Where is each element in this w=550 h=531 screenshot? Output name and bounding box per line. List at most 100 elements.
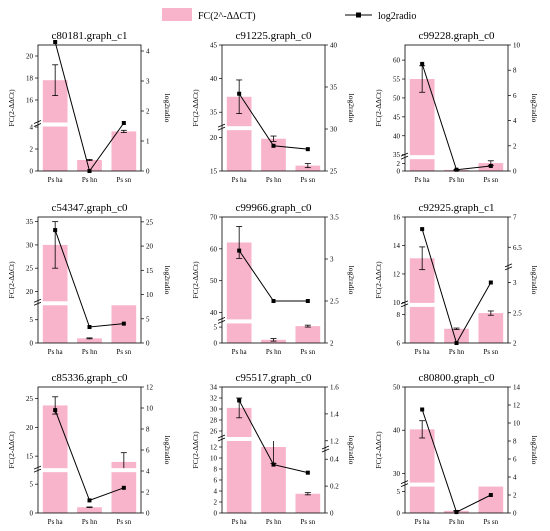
x-tick-label-3: Ps sn [117, 518, 132, 526]
log2-point-2 [271, 299, 276, 303]
plot-frame [37, 44, 142, 172]
y-axis-label: FC(2-ΔΔCt) [7, 89, 16, 127]
y-tick-label-1: 0 [214, 340, 218, 348]
y-break-mark-2 [217, 434, 226, 439]
chart-panel-8: 0 2 4 6 8 10 12 26 28 30 32 34 0 0.2 0.4 1.2 1.4 1.6 Ps ha… [191, 372, 356, 526]
y-break-mark-1 [400, 155, 409, 160]
y-axis-label: FC(2-ΔΔCt) [374, 261, 383, 299]
bar-3 [111, 131, 137, 171]
y2-tick-label-2: 1 [146, 138, 150, 146]
x-tick-label-2: Ps hn [449, 176, 465, 184]
y2-tick-label-2: 0.2 [330, 483, 339, 491]
y2-tick-label-2: 30 [330, 126, 338, 134]
y-axis-label: FC(2-ΔΔCt) [374, 89, 383, 127]
x-tick-label-1: Ps ha [415, 348, 431, 356]
break-band [406, 155, 507, 160]
bar-3 [478, 313, 504, 343]
log2-point-3 [305, 299, 310, 303]
y-tick-label-8: 26 [210, 428, 218, 436]
y-tick-label-5: 45 [210, 42, 218, 50]
y-tick-label-2: 5 [214, 324, 218, 332]
y2-tick-label-2: 2 [146, 489, 150, 497]
log2-point-1 [53, 408, 58, 413]
y-tick-label-7: 55 [393, 76, 401, 84]
log2-point-1 [420, 407, 425, 412]
x-tick-label-1: Ps ha [232, 518, 248, 526]
bar-3 [295, 493, 321, 513]
y2-tick-label-5: 1.4 [330, 410, 339, 418]
chart-panel-4: 0 5 20 25 30 35 0 5 10 15 20 25 Ps ha Ps hn Ps sn c5434… [7, 202, 172, 356]
y-tick-label-5: 8 [214, 466, 218, 474]
y2-tick-label-6: 10 [513, 42, 521, 50]
y-tick-label-3: 35 [393, 151, 401, 159]
y-break-mark-2 [217, 317, 226, 321]
chart-panel-2: 15 20 35 40 45 25 30 35 40 Ps ha Ps hn Ps sn c91225.… [191, 30, 356, 184]
log2-point-3 [488, 280, 493, 285]
chart-title: c80181.graph_c1 [51, 30, 127, 42]
bar-2 [77, 160, 102, 171]
y-tick-label-2: 5 [30, 481, 34, 489]
bar-3 [295, 165, 321, 171]
y2-axis-label: log2radio [347, 266, 356, 295]
y2-tick-label-1: 0 [146, 168, 150, 176]
x-tick-label-2: Ps hn [266, 348, 282, 356]
y2-axis-label: log2radio [163, 266, 172, 295]
x-tick-label-2: Ps hn [82, 518, 98, 526]
y2-tick-label-4: 6 [513, 456, 517, 464]
y-tick-label-6: 20 [26, 53, 34, 61]
x-tick-label-2: Ps hn [449, 518, 465, 526]
y-tick-label-5: 18 [26, 75, 34, 83]
bar-1 [409, 258, 435, 343]
legend: FC(2^-ΔΔCT) log2radio [162, 8, 416, 22]
y2-tick-label-2: 2.5 [513, 309, 522, 317]
bar-2 [444, 328, 469, 343]
y-tick-label-2: 5 [30, 316, 34, 324]
y-tick-label-1: 0 [30, 168, 34, 176]
y-tick-label-5: 25 [26, 395, 34, 403]
plot-frame [221, 44, 326, 172]
y2-tick-label-1: 0 [146, 340, 150, 348]
bar-2 [77, 507, 102, 513]
y2-tick-label-3: 4 [146, 468, 150, 476]
y-tick-label-4: 12 [393, 270, 401, 278]
y2-tick-label-1: 25 [330, 168, 338, 176]
y-tick-label-1: 0 [214, 510, 218, 518]
y-tick-label-4: 16 [26, 97, 34, 105]
y-tick-label-2: 2 [214, 499, 218, 507]
x-tick-label-3: Ps sn [117, 348, 132, 356]
y-tick-label-1: 0 [397, 168, 401, 176]
plot-frame [404, 386, 509, 514]
y-tick-label-2: 8 [397, 311, 401, 319]
y2-tick-label-1: 0 [330, 510, 334, 518]
y2-tick-label-7: 12 [513, 402, 521, 410]
y2-tick-label-5: 8 [146, 426, 150, 434]
y-tick-label-6: 35 [26, 218, 34, 226]
y2-tick-label-4: 3.5 [330, 214, 339, 222]
y-tick-label-5: 14 [393, 242, 401, 250]
y2-tick-label-4: 3 [146, 78, 150, 86]
plot-frame [221, 386, 326, 514]
break-band [39, 122, 140, 127]
y-tick-label-2: 5 [397, 488, 401, 496]
y2-tick-label-6: 10 [513, 420, 521, 428]
x-tick-label-1: Ps ha [415, 518, 431, 526]
y2-tick-label-3: 3 [513, 279, 517, 287]
y2-tick-label-3: 2 [146, 108, 150, 116]
y-break-mark-2 [400, 480, 409, 484]
log2-point-2 [454, 510, 459, 515]
chart-panel-5: 0 5 40 50 60 70 2 2.5 3 3.5 Ps ha Ps hn Ps sn c99966.… [191, 202, 356, 356]
y-tick-label-4: 20 [26, 424, 34, 432]
x-tick-label-2: Ps hn [266, 176, 282, 184]
y-break-mark-2 [33, 120, 42, 124]
chart-title: c92925.graph_c1 [418, 202, 494, 214]
y-tick-label-6: 50 [393, 94, 401, 102]
log2-point-3 [488, 493, 493, 497]
log2-point-2 [454, 167, 459, 172]
y-axis-label: FC(2-ΔΔCt) [191, 261, 200, 299]
y2-axis-label: log2radio [347, 94, 356, 123]
legend-bar-label: FC(2^-ΔΔCT) [198, 11, 256, 22]
y-tick-label-1: 15 [210, 168, 218, 176]
y-tick-label-3: 10 [393, 299, 401, 307]
